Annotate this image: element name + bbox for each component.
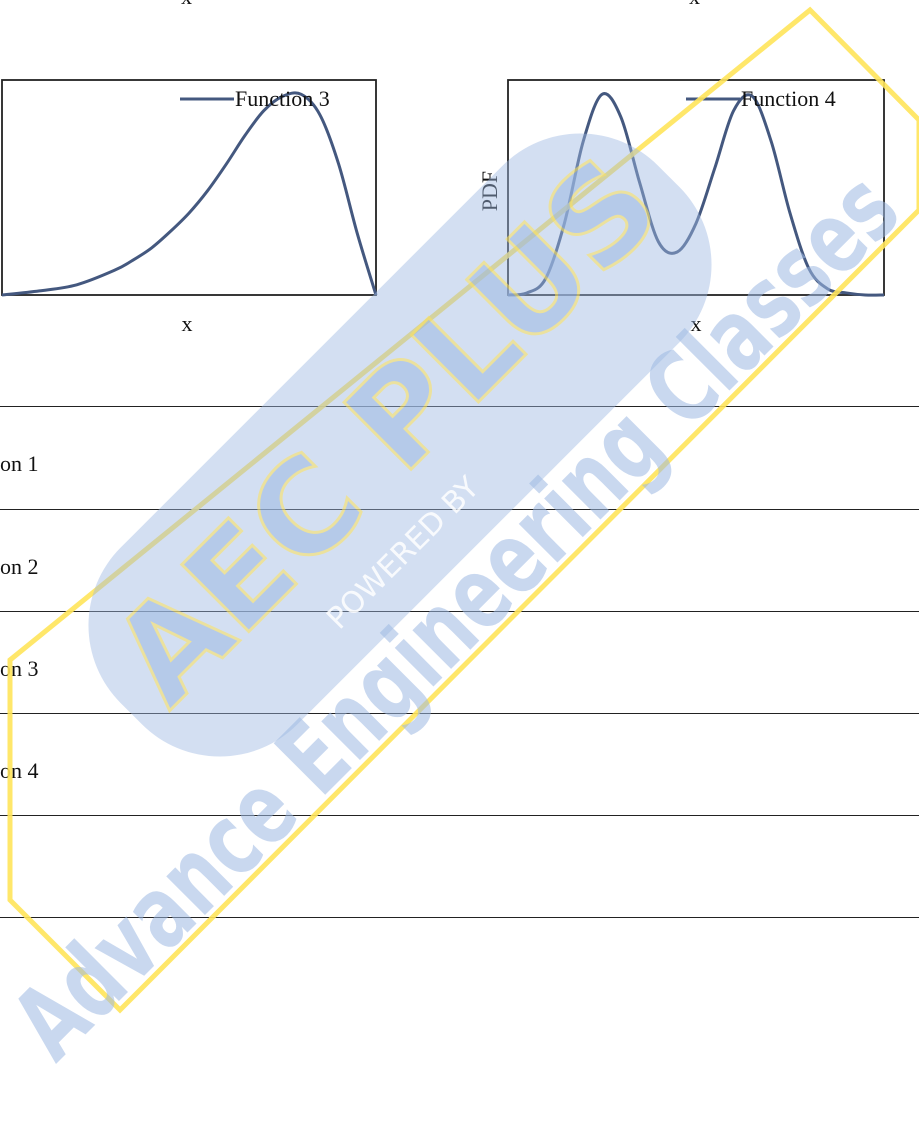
option-text[interactable]: on 2: [0, 554, 39, 579]
legend-label: Function 3: [235, 86, 330, 111]
table-rule: [0, 917, 919, 918]
top-left-x-label: x: [181, 0, 192, 10]
plot-frame: [507, 79, 885, 296]
series-line: [507, 92, 885, 297]
table-rule: [0, 611, 919, 612]
chart-function-3-svg: Function 3 x: [1, 79, 378, 336]
y-axis-label: PDF: [477, 171, 502, 211]
chart-function-4-svg: Function 4 x PDF: [477, 79, 885, 336]
chart-function-4: Function 4 x PDF: [460, 76, 900, 346]
series-line: [1, 91, 378, 297]
option-text[interactable]: on 1: [0, 451, 39, 476]
x-axis-label: x: [691, 311, 702, 336]
table-rule: [0, 815, 919, 816]
option-text[interactable]: on 4: [0, 758, 39, 783]
table-rule: [0, 406, 919, 407]
legend-label: Function 4: [741, 86, 836, 111]
table-rule: [0, 713, 919, 714]
option-text[interactable]: on 3: [0, 656, 39, 681]
top-right-x-label: x: [689, 0, 700, 10]
chart-function-3: Function 3 x: [0, 76, 400, 346]
table-rule: [0, 509, 919, 510]
x-axis-label: x: [182, 311, 193, 336]
